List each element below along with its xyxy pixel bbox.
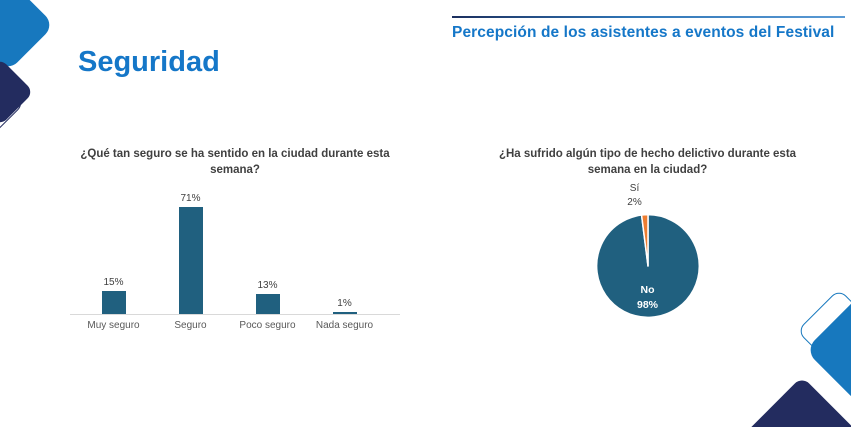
pie-slice-percent: 2% [627, 196, 642, 208]
pie-plot-area: Sí 2% No 98% [592, 182, 704, 324]
pie-chart: ¿Ha sufrido algún tipo de hecho delictiv… [470, 146, 825, 324]
bar [101, 291, 126, 315]
pie-slice-name: No [640, 284, 655, 297]
bar-column: 13% [229, 280, 306, 315]
pie-slice-percent: 98% [636, 298, 658, 311]
pie-slice-name: Sí [629, 183, 640, 195]
pie-slice-label-no: No 98% [592, 283, 704, 312]
bar [178, 207, 203, 315]
header-subtitle: Percepción de los asistentes a eventos d… [452, 24, 835, 41]
category-label: Seguro [174, 320, 207, 332]
category-label: Nada seguro [315, 320, 374, 332]
pie-graphic [595, 214, 700, 319]
corner-diamond-top-left-navy [0, 58, 34, 126]
bar-column: 71% [152, 193, 229, 315]
pie-slice-label-si: Sí 2% [627, 182, 641, 209]
pie-chart-title: ¿Ha sufrido algún tipo de hecho delictiv… [498, 148, 797, 177]
bar [255, 294, 280, 315]
category-label: Poco seguro [239, 320, 296, 332]
bar-chart-title: ¿Qué tan seguro se ha sentido en la ciud… [80, 148, 390, 177]
category-label: Muy seguro [87, 320, 140, 332]
bar-chart: ¿Qué tan seguro se ha sentido en la ciud… [70, 146, 400, 331]
corner-diamond-bottom-right-navy [738, 376, 851, 427]
bar-value-label: 71% [180, 193, 201, 205]
bar-column: 1% [306, 298, 383, 315]
bar-chart-plot-area: 15% 71% 13% 1% [70, 182, 400, 315]
bar-value-label: 15% [103, 277, 124, 289]
x-axis-line [70, 314, 400, 316]
bar-value-label: 13% [257, 280, 278, 292]
bar-value-label: 1% [337, 298, 352, 310]
header-divider-line [452, 16, 845, 18]
corner-diamond-top-left-blue [0, 0, 55, 72]
bar [332, 312, 357, 315]
page-title: Seguridad [78, 46, 220, 78]
bar-column: 15% [75, 277, 152, 315]
x-axis-labels: Muy seguro Seguro Poco seguro Nada segur… [75, 320, 383, 331]
